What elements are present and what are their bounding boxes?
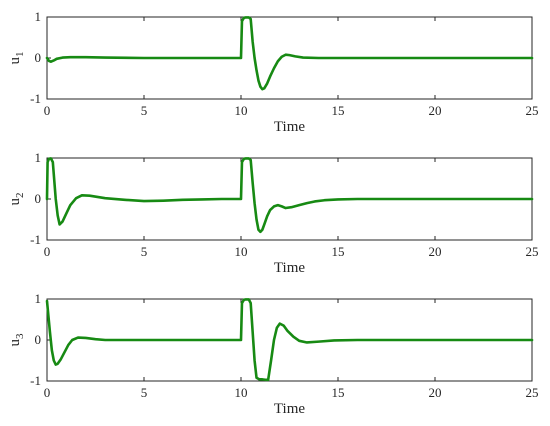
x-tick-label: 5 bbox=[141, 385, 148, 400]
x-tick-label: 20 bbox=[429, 103, 442, 118]
x-tick-label: 15 bbox=[332, 244, 345, 259]
x-tick-label: 15 bbox=[332, 103, 345, 118]
x-tick-label: 0 bbox=[44, 103, 51, 118]
x-tick-label: 10 bbox=[235, 385, 248, 400]
series-line-u2 bbox=[45, 157, 534, 234]
y-tick-label: 1 bbox=[35, 9, 42, 24]
y-axis-label-base: u bbox=[7, 339, 23, 347]
y-axis-label-subscript: 2 bbox=[14, 193, 26, 199]
x-tick-label: 5 bbox=[141, 103, 148, 118]
x-tick-label: 25 bbox=[526, 103, 539, 118]
y-tick-label: 1 bbox=[35, 291, 42, 306]
x-axis-label: Time bbox=[274, 119, 305, 135]
y-tick-label: -1 bbox=[30, 373, 41, 388]
y-axis-label-subscript: 3 bbox=[14, 333, 26, 339]
x-tick-label: 0 bbox=[44, 244, 51, 259]
x-axis-label: Time bbox=[274, 401, 305, 417]
x-tick-label: 10 bbox=[235, 103, 248, 118]
y-axis-label-subscript: 1 bbox=[14, 52, 26, 58]
y-axis-label-base: u bbox=[7, 198, 23, 206]
x-tick-label: 20 bbox=[429, 385, 442, 400]
x-axis-label: Time bbox=[274, 260, 305, 276]
x-tick-label: 10 bbox=[235, 244, 248, 259]
y-tick-label: 0 bbox=[35, 191, 42, 206]
x-tick-label: 25 bbox=[526, 244, 539, 259]
x-tick-label: 20 bbox=[429, 244, 442, 259]
y-axis-label-base: u bbox=[7, 57, 23, 65]
y-tick-label: 0 bbox=[35, 332, 42, 347]
x-tick-label: 25 bbox=[526, 385, 539, 400]
y-axis-label: u3 bbox=[7, 333, 26, 347]
x-tick-label: 0 bbox=[44, 385, 51, 400]
y-axis-label: u1 bbox=[7, 52, 26, 65]
y-tick-label: 0 bbox=[35, 50, 42, 65]
x-tick-label: 15 bbox=[332, 385, 345, 400]
y-tick-label: -1 bbox=[30, 91, 41, 106]
series-line-u3 bbox=[45, 298, 534, 382]
y-tick-label: 1 bbox=[35, 150, 42, 165]
y-axis-label: u2 bbox=[7, 193, 26, 206]
x-tick-label: 5 bbox=[141, 244, 148, 259]
series-line-u1 bbox=[45, 16, 534, 91]
y-tick-label: -1 bbox=[30, 232, 41, 247]
